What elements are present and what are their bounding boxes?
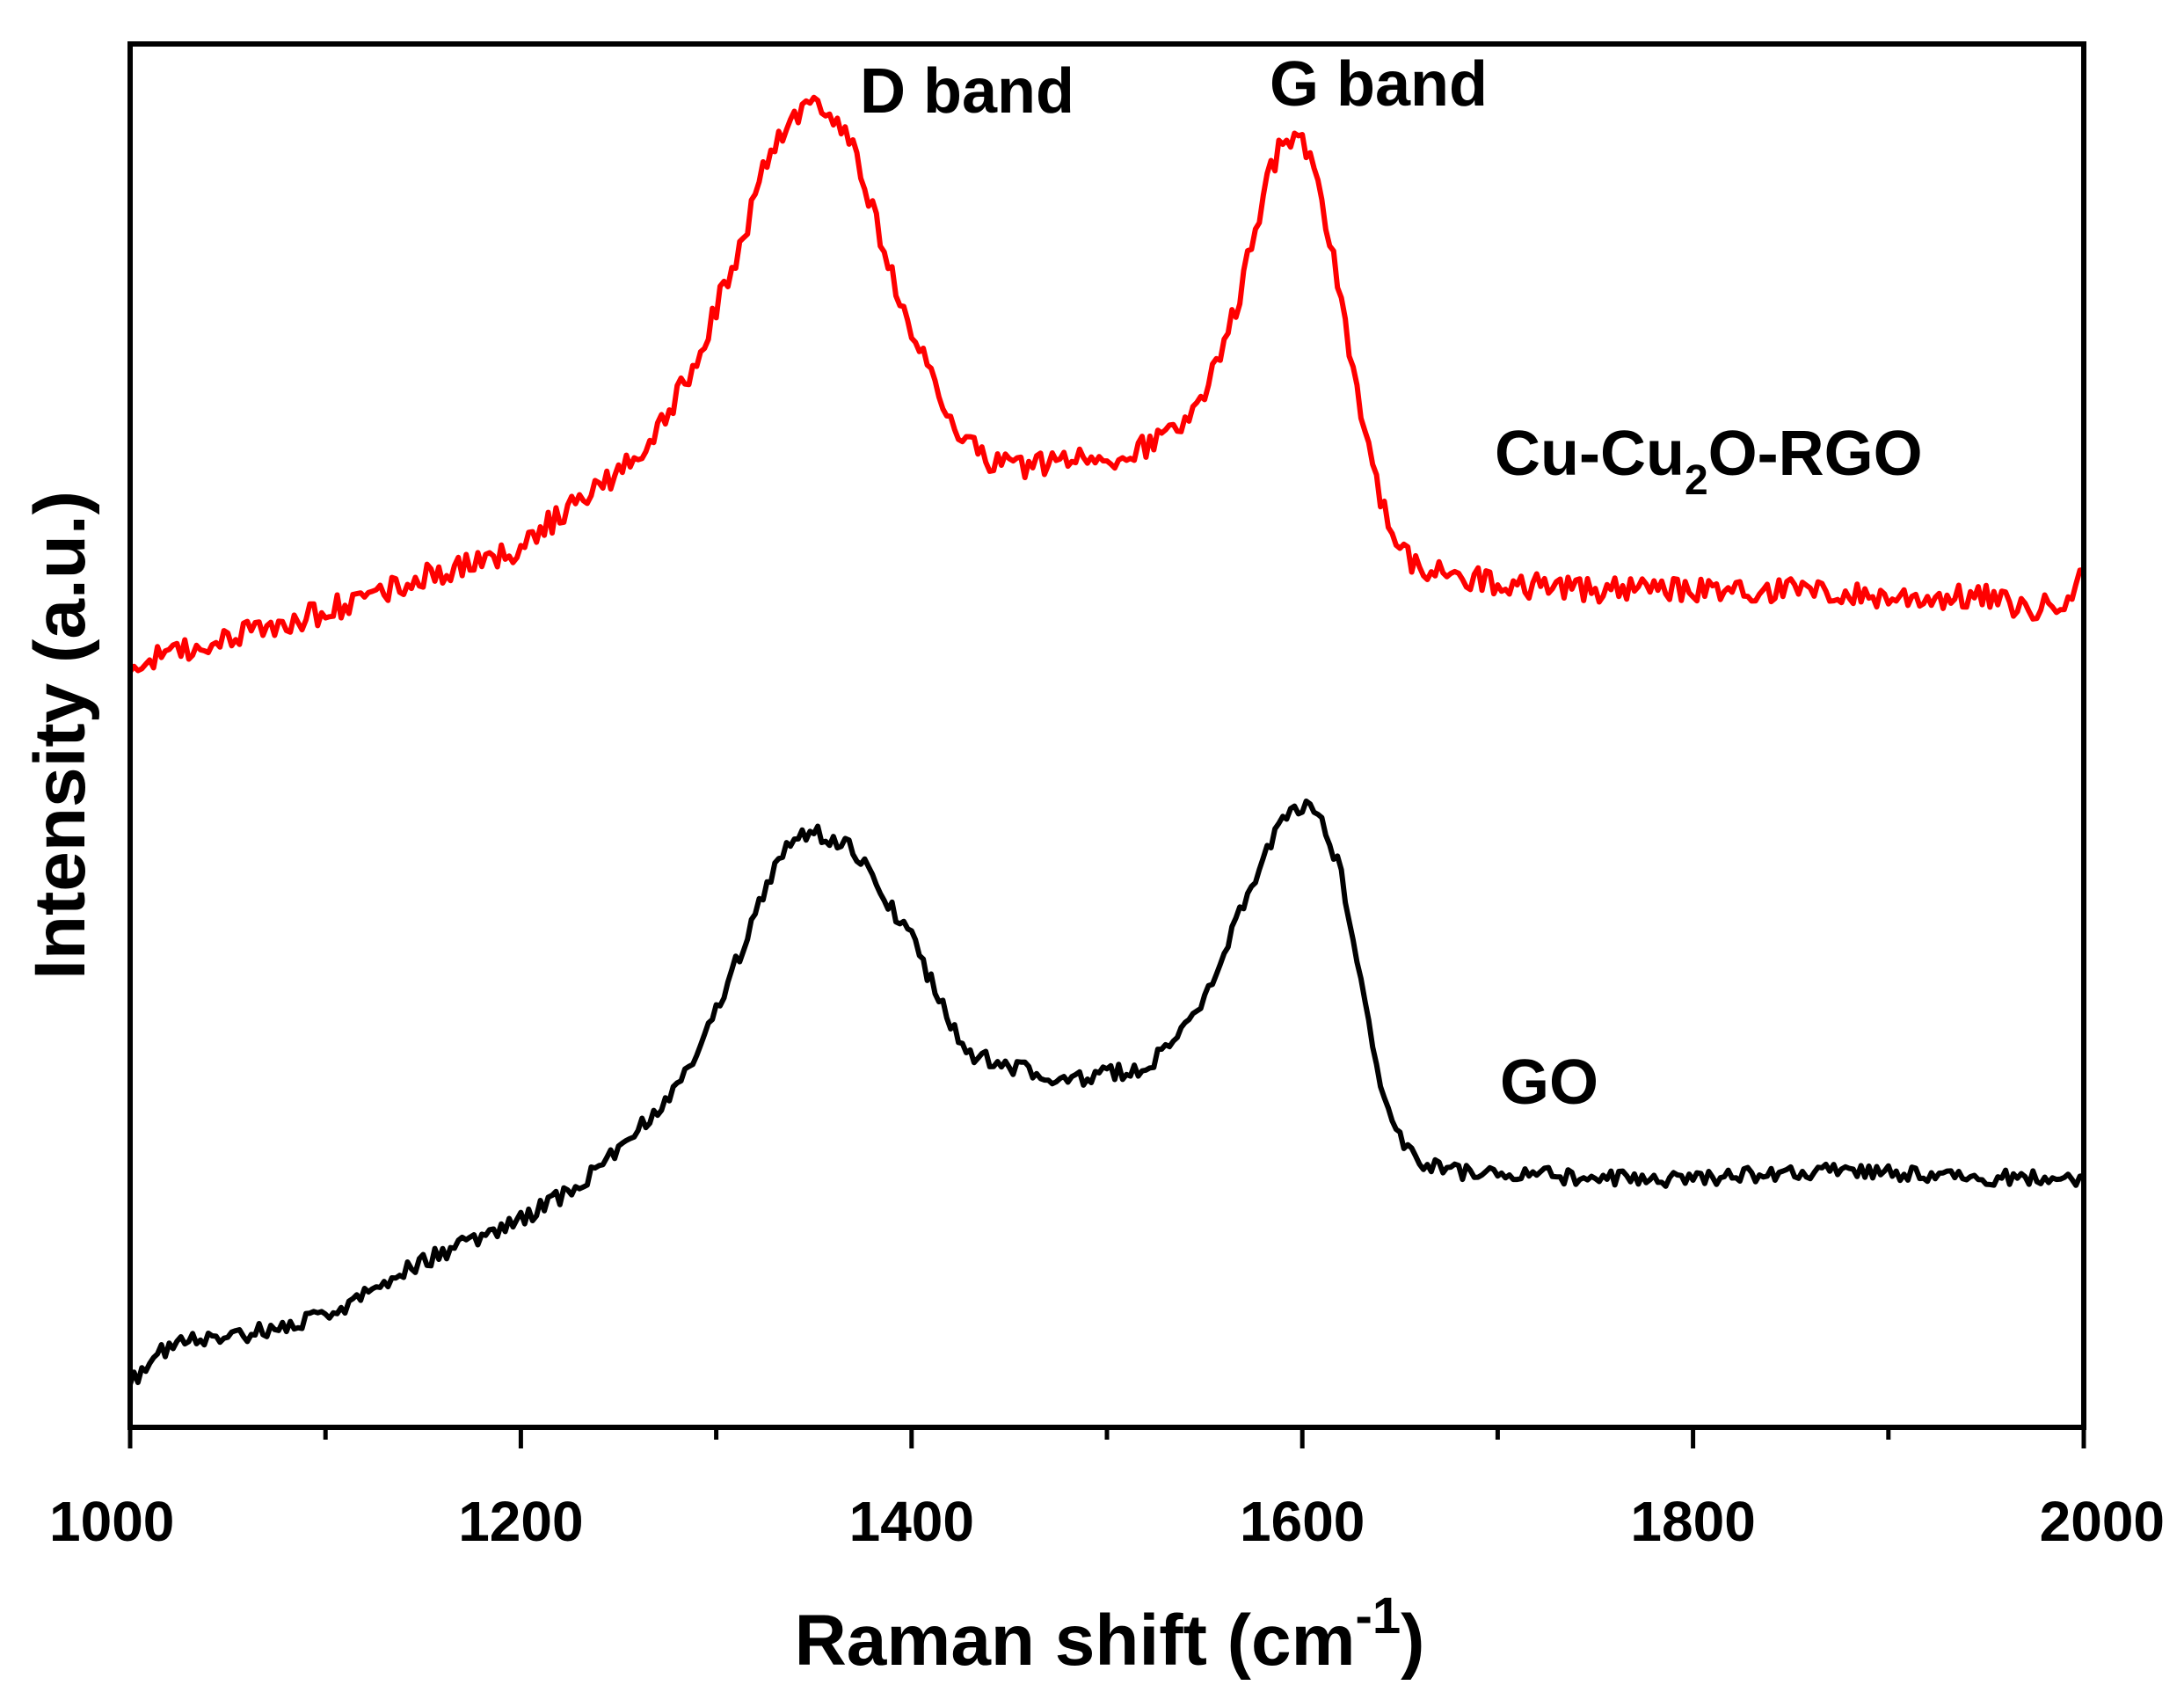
series-line-cu-cu2o-rgo	[127, 94, 2085, 674]
go-label: GO	[1500, 1047, 1598, 1118]
x-axis-label: Raman shift (cm-1)	[795, 1587, 1425, 1681]
g-band-label: G band	[1270, 49, 1488, 120]
rgo-label-pre: Cu-Cu	[1495, 419, 1685, 489]
y-axis-label: Intensity (a.u.)	[20, 491, 100, 980]
x-tick-label-1400: 1400	[849, 1490, 974, 1553]
x-tick-label-1000: 1000	[49, 1490, 174, 1553]
x-axis-label-main: Raman shift (cm	[795, 1601, 1356, 1681]
series-line-go	[127, 799, 2085, 1386]
series-lines	[127, 94, 2085, 1386]
rgo-label-post: O-RGO	[1708, 419, 1923, 489]
x-axis-ticks	[127, 1427, 2086, 1448]
rgo-label-sub: 2	[1685, 457, 1708, 504]
cu-cu2o-rgo-label: Cu-Cu2O-RGO	[1495, 419, 1923, 504]
x-axis-label-superscript: -1	[1356, 1587, 1401, 1645]
d-band-label: D band	[860, 56, 1074, 127]
x-tick-label-2000: 2000	[2040, 1490, 2165, 1553]
x-tick-label-1200: 1200	[458, 1490, 583, 1553]
x-axis-label-suffix: )	[1401, 1601, 1424, 1681]
x-axis-tick-labels: 1000 1200 1400 1600 1800 2000	[49, 1490, 2165, 1553]
x-tick-label-1800: 1800	[1630, 1490, 1755, 1553]
x-tick-label-1600: 1600	[1240, 1490, 1365, 1553]
